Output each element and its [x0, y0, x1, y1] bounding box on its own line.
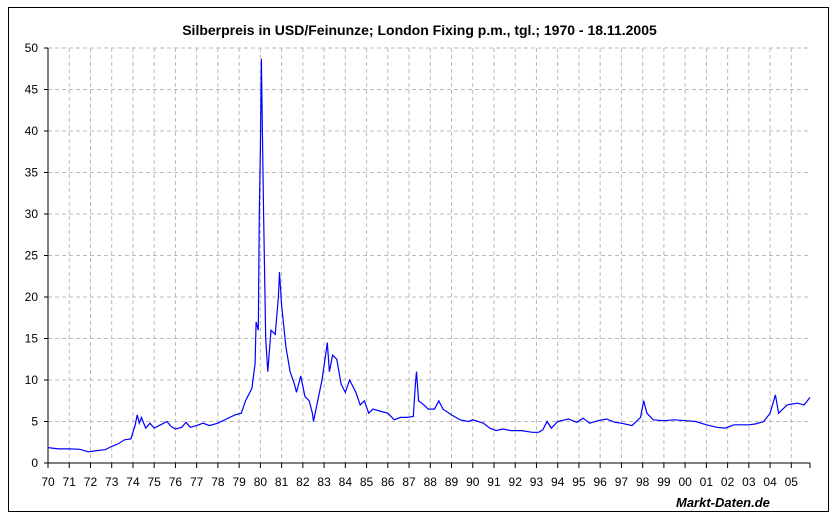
- x-tick-label: 83: [317, 475, 331, 489]
- y-tick-label: 35: [25, 166, 39, 180]
- x-tick-label: 05: [785, 475, 799, 489]
- y-tick-label: 45: [25, 83, 39, 97]
- y-tick-label: 30: [25, 207, 39, 221]
- x-tick-label: 79: [232, 475, 246, 489]
- x-tick-label: 00: [678, 475, 692, 489]
- x-tick-label: 95: [572, 475, 586, 489]
- x-tick-label: 88: [424, 475, 438, 489]
- x-tick-label: 99: [657, 475, 671, 489]
- y-tick-label: 25: [25, 249, 39, 263]
- chart-credit: Markt-Daten.de: [676, 495, 770, 510]
- y-tick-label: 40: [25, 124, 39, 138]
- x-tick-label: 89: [445, 475, 459, 489]
- x-tick-label: 84: [339, 475, 353, 489]
- x-tick-label: 96: [593, 475, 607, 489]
- y-tick-label: 10: [25, 373, 39, 387]
- x-tick-label: 98: [636, 475, 650, 489]
- x-tick-label: 81: [275, 475, 289, 489]
- x-tick-label: 02: [721, 475, 735, 489]
- x-tick-label: 04: [763, 475, 777, 489]
- x-tick-label: 94: [551, 475, 565, 489]
- x-tick-label: 86: [381, 475, 395, 489]
- y-tick-label: 5: [31, 415, 38, 429]
- y-tick-label: 0: [31, 456, 38, 470]
- x-tick-label: 73: [105, 475, 119, 489]
- x-tick-label: 75: [148, 475, 162, 489]
- x-tick-label: 71: [63, 475, 77, 489]
- x-tick-label: 72: [84, 475, 98, 489]
- x-tick-label: 74: [126, 475, 140, 489]
- silver-price-line: [47, 58, 811, 453]
- x-tick-label: 90: [466, 475, 480, 489]
- x-tick-label: 87: [402, 475, 416, 489]
- x-tick-label: 77: [190, 475, 204, 489]
- x-tick-label: 93: [530, 475, 544, 489]
- x-tick-label: 92: [509, 475, 523, 489]
- y-tick-label: 20: [25, 290, 39, 304]
- x-tick-label: 76: [169, 475, 183, 489]
- x-tick-label: 82: [296, 475, 310, 489]
- x-tick-label: 01: [700, 475, 714, 489]
- x-tick-label: 91: [487, 475, 501, 489]
- x-tick-label: 70: [41, 475, 55, 489]
- chart-frame: [8, 7, 829, 512]
- chart-title: Silberpreis in USD/Feinunze; London Fixi…: [182, 22, 657, 38]
- x-tick-label: 03: [742, 475, 756, 489]
- y-tick-label: 50: [25, 41, 39, 55]
- y-tick-label: 15: [25, 332, 39, 346]
- x-tick-label: 97: [615, 475, 629, 489]
- x-tick-label: 80: [254, 475, 268, 489]
- x-tick-label: 78: [211, 475, 225, 489]
- x-tick-label: 85: [360, 475, 374, 489]
